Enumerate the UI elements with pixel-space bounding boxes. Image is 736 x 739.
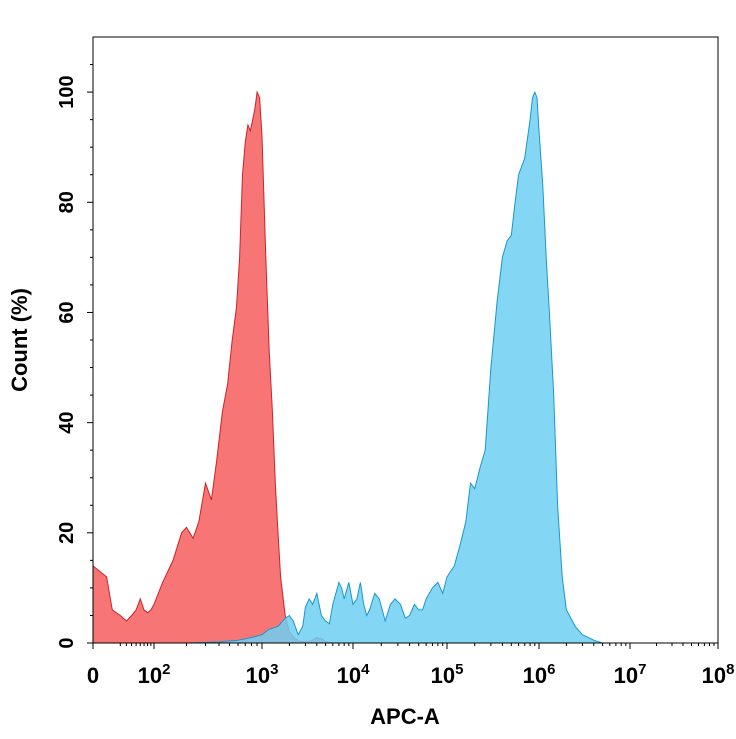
series-layer	[92, 90, 603, 644]
y-tick-label: 40	[56, 412, 78, 434]
x-tick-label: 107	[614, 661, 647, 688]
series-2-line	[93, 90, 603, 644]
x-tick-label: 105	[431, 661, 464, 688]
y-tick-label: 80	[56, 191, 78, 213]
x-tick-label: 103	[246, 661, 279, 688]
y-tick-label: 60	[56, 301, 78, 323]
series-2-area	[93, 92, 603, 644]
y-tick-label: 20	[56, 522, 78, 544]
x-tick-label: 106	[523, 661, 556, 688]
y-tick-label: 100	[56, 75, 78, 108]
series-1-area	[93, 92, 333, 644]
x-tick-label: 108	[702, 661, 735, 688]
y-axis-title: Count (%)	[7, 288, 32, 392]
x-axis-title: APC-A	[370, 704, 440, 729]
y-tick-label: 0	[56, 637, 78, 648]
x-tick-label: 102	[138, 661, 171, 688]
x-tick-label: 104	[337, 661, 370, 688]
x-tick-label: 0	[87, 663, 99, 688]
axis-layer: 0 20 40 60 80 100 0 102 103 104 105 106 107 108	[56, 64, 735, 688]
